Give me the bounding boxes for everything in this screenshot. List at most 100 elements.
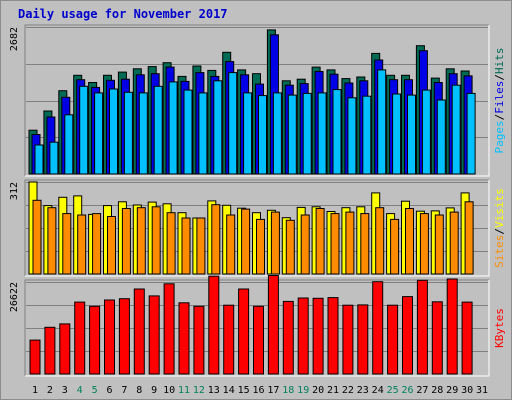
bar-pages-day-27 (421, 89, 431, 175)
bar-pages-day-12 (198, 92, 208, 175)
bar-sites-day-30 (464, 201, 474, 275)
bar-sites-day-5 (92, 213, 102, 275)
bar-kbytes-day-19 (297, 297, 309, 375)
bar-pages-day-22 (347, 97, 357, 175)
bar-pages-day-21 (332, 89, 342, 175)
legend-item: KBytes (493, 308, 506, 348)
day-label-21: 21 (327, 385, 339, 396)
day-label-6: 6 (106, 385, 112, 396)
panel-visits-sites: 312 Sites/Visits (9, 179, 506, 277)
bar-pages-day-9 (153, 85, 163, 175)
bar-kbytes-day-12 (193, 305, 205, 375)
bar-sites-day-20 (315, 208, 325, 275)
day-label-2: 2 (47, 385, 53, 396)
day-label-12: 12 (193, 385, 205, 396)
day-label-15: 15 (238, 385, 250, 396)
day-label-16: 16 (252, 385, 264, 396)
bar-pages-day-28 (436, 99, 446, 175)
bar-pages-day-23 (362, 95, 372, 175)
day-label-26: 26 (401, 385, 413, 396)
day-label-19: 19 (297, 385, 309, 396)
bar-pages-day-15 (243, 92, 253, 175)
legend-item: Sites (493, 235, 506, 268)
bar-pages-day-29 (451, 84, 461, 175)
bar-pages-day-4 (79, 85, 89, 175)
bar-sites-day-12 (196, 217, 206, 275)
bar-sites-day-9 (151, 206, 161, 275)
panel-kbytes: 26622 KBytes (9, 275, 506, 377)
bar-pages-day-30 (466, 92, 476, 175)
bar-kbytes-day-25 (387, 304, 399, 375)
bar-pages-day-20 (317, 92, 327, 175)
bar-pages-day-18 (287, 94, 297, 175)
bar-kbytes-day-7 (118, 298, 130, 375)
bar-sites-day-3 (62, 213, 72, 275)
bar-sites-day-7 (121, 208, 131, 275)
bar-pages-day-3 (64, 114, 74, 175)
bar-sites-day-8 (136, 207, 146, 275)
legend-item: / (493, 74, 506, 81)
bar-sites-day-16 (256, 218, 265, 275)
bar-sites-day-17 (270, 211, 280, 275)
bar-kbytes-day-2 (44, 326, 56, 375)
day-label-31: 31 (476, 385, 488, 396)
legend-item: Pages (493, 120, 506, 153)
bar-sites-day-13 (211, 204, 221, 275)
bar-kbytes-day-4 (74, 301, 86, 375)
legend-visits-sites: Sites/Visits (493, 188, 506, 268)
bar-pages-day-25 (392, 93, 402, 175)
bar-sites-day-26 (405, 208, 414, 275)
bar-pages-day-13 (213, 80, 223, 175)
bar-kbytes-day-21 (327, 297, 339, 375)
y-max-label: 2682 (9, 27, 20, 51)
bar-kbytes-day-30 (461, 301, 473, 375)
bar-pages-day-1 (34, 144, 44, 175)
bar-kbytes-day-1 (29, 339, 41, 375)
panel-border-shadow (24, 279, 489, 376)
day-label-8: 8 (136, 385, 142, 396)
day-label-22: 22 (342, 385, 354, 396)
bar-kbytes-day-15 (238, 288, 250, 375)
day-label-24: 24 (372, 385, 384, 396)
day-label-10: 10 (163, 385, 175, 396)
bar-pages-day-16 (258, 95, 267, 175)
bar-sites-day-4 (77, 214, 87, 275)
bar-sites-day-11 (181, 217, 191, 275)
bar-kbytes-day-29 (446, 278, 458, 375)
bar-kbytes-day-28 (431, 301, 443, 375)
panel-border-shadow (24, 24, 489, 176)
day-label-3: 3 (62, 385, 68, 396)
day-label-23: 23 (357, 385, 369, 396)
day-label-29: 29 (446, 385, 458, 396)
legend-item: Hits (493, 48, 506, 75)
bar-sites-day-1 (32, 199, 42, 275)
bar-kbytes-day-6 (104, 299, 115, 375)
panel-border-highlight (25, 25, 490, 177)
bar-sites-day-19 (300, 214, 310, 275)
bar-sites-day-2 (47, 207, 57, 275)
bar-pages-day-6 (109, 88, 118, 175)
bar-kbytes-day-3 (59, 323, 71, 375)
day-label-13: 13 (208, 385, 220, 396)
panel-border-highlight (25, 180, 490, 277)
bar-kbytes-day-8 (133, 288, 145, 375)
bar-sites-day-23 (360, 213, 370, 275)
bar-sites-day-15 (241, 208, 251, 275)
bar-sites-day-10 (166, 212, 176, 275)
bar-pages-day-5 (94, 92, 104, 175)
bar-pages-day-24 (377, 69, 387, 175)
bar-sites-day-29 (449, 211, 459, 275)
bar-sites-day-28 (434, 214, 444, 275)
bar-pages-day-17 (272, 92, 282, 175)
legend-item: / (493, 114, 506, 121)
legend-item: Files (493, 81, 506, 114)
bar-kbytes-day-16 (253, 305, 264, 375)
day-label-27: 27 (416, 385, 428, 396)
panel-border-highlight (25, 280, 490, 377)
day-label-7: 7 (121, 385, 127, 396)
bar-pages-day-19 (302, 92, 312, 175)
bar-pages-day-26 (407, 94, 416, 175)
bar-kbytes-day-11 (178, 302, 190, 375)
panel-border-shadow (24, 179, 489, 276)
